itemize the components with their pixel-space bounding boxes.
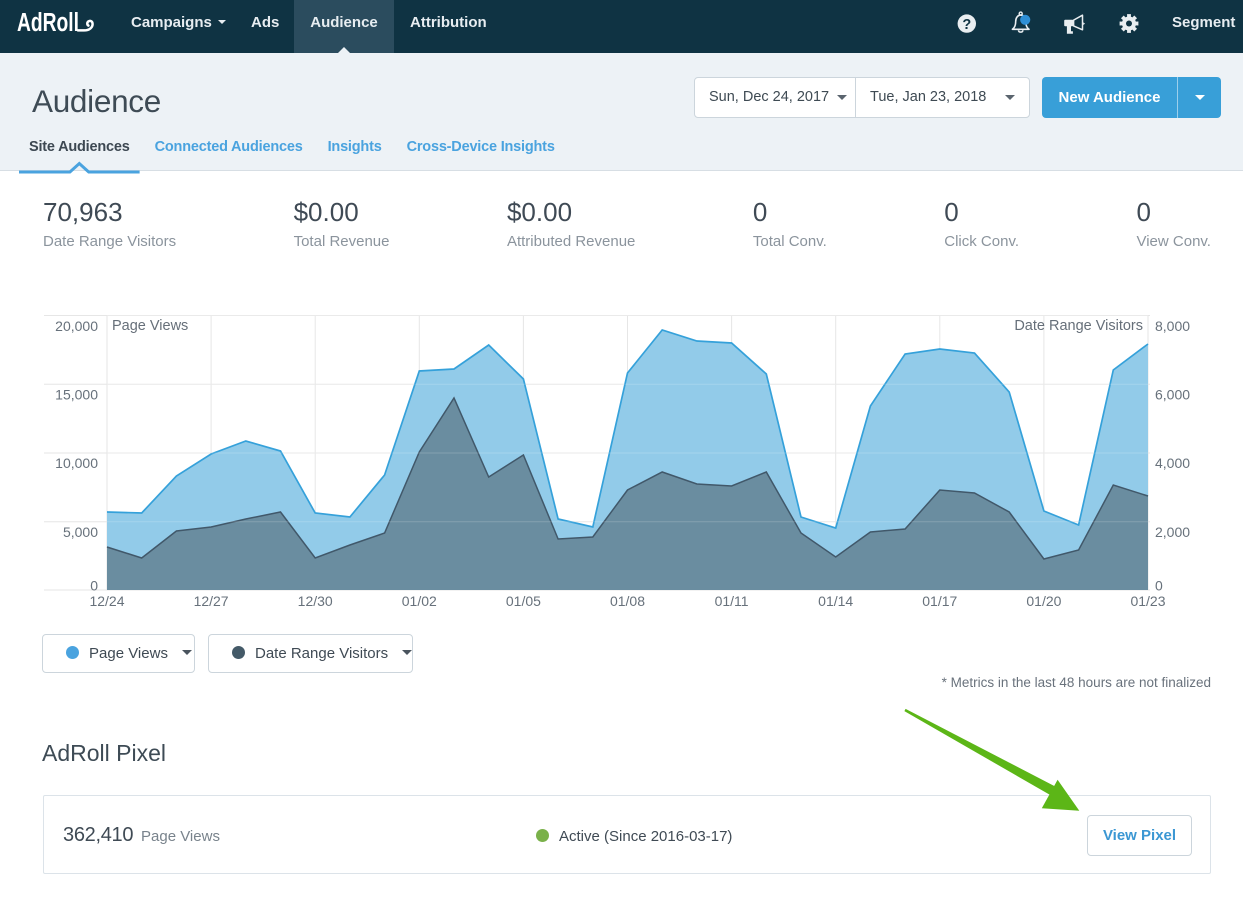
- svg-text:01/23: 01/23: [1130, 593, 1165, 609]
- svg-text:01/08: 01/08: [610, 593, 645, 609]
- svg-text:0: 0: [1155, 578, 1163, 594]
- svg-text:?: ?: [962, 17, 971, 33]
- svg-text:AdRoll: AdRoll: [17, 9, 79, 37]
- svg-text:2,000: 2,000: [1155, 524, 1190, 540]
- svg-text:5,000: 5,000: [63, 524, 98, 540]
- svg-text:8,000: 8,000: [1155, 318, 1190, 334]
- svg-text:01/20: 01/20: [1026, 593, 1061, 609]
- svg-text:Date Range Visitors: Date Range Visitors: [1014, 318, 1143, 334]
- svg-text:10,000: 10,000: [55, 455, 98, 471]
- svg-text:01/02: 01/02: [402, 593, 437, 609]
- svg-text:12/27: 12/27: [194, 593, 229, 609]
- svg-text:15,000: 15,000: [55, 387, 98, 403]
- svg-text:6,000: 6,000: [1155, 387, 1190, 403]
- svg-text:Page Views: Page Views: [112, 318, 188, 334]
- svg-text:01/05: 01/05: [506, 593, 541, 609]
- svg-text:4,000: 4,000: [1155, 455, 1190, 471]
- svg-text:20,000: 20,000: [55, 318, 98, 334]
- svg-text:12/24: 12/24: [89, 593, 124, 609]
- svg-text:01/17: 01/17: [922, 593, 957, 609]
- svg-text:0: 0: [90, 578, 98, 594]
- svg-text:01/14: 01/14: [818, 593, 853, 609]
- svg-text:12/30: 12/30: [298, 593, 333, 609]
- svg-text:01/11: 01/11: [715, 593, 749, 609]
